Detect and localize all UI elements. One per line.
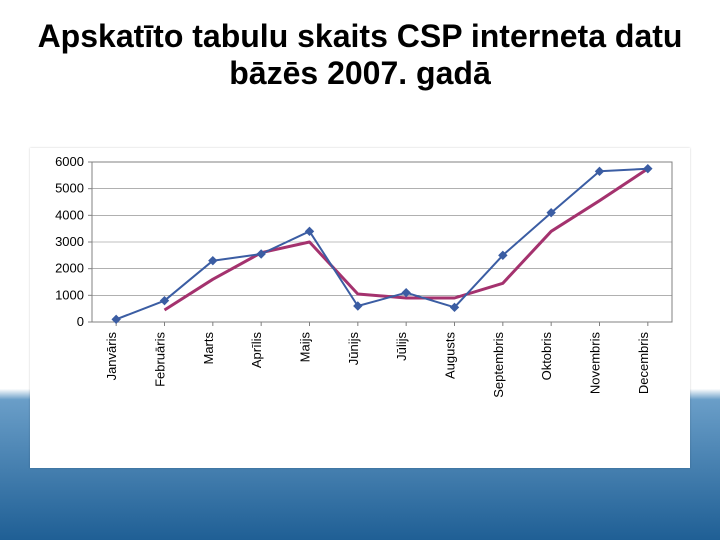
y-tick-label: 3000 (55, 234, 84, 249)
x-tick-label: Oktobris (539, 332, 554, 381)
x-tick-label: Janvāris (104, 332, 119, 381)
x-tick-label: Aprīlis (249, 332, 264, 369)
slide: Apskatīto tabulu skaits CSP interneta da… (0, 0, 720, 540)
x-tick-label: Marts (201, 332, 216, 365)
y-tick-label: 5000 (55, 181, 84, 196)
slide-title: Apskatīto tabulu skaits CSP interneta da… (0, 18, 720, 92)
x-tick-label: Jūlijs (394, 332, 409, 361)
y-tick-label: 6000 (55, 154, 84, 169)
x-tick-label: Septembris (491, 332, 506, 398)
x-tick-label: Februāris (153, 332, 168, 387)
x-tick-label: Maijs (298, 332, 313, 363)
y-tick-label: 2000 (55, 261, 84, 276)
y-tick-label: 4000 (55, 207, 84, 222)
x-tick-label: Jūnijs (346, 332, 361, 366)
x-tick-label: Novembris (588, 332, 603, 395)
line-chart: 0 1000 2000 3000 4000 5000 6000 Janvāris Februār… (30, 148, 690, 468)
y-tick-label: 1000 (55, 287, 84, 302)
y-tick-label: 0 (77, 314, 84, 329)
chart-panel: 0 1000 2000 3000 4000 5000 6000 Janvāris Februār… (30, 148, 690, 468)
x-tick-label: Augusts (443, 332, 458, 379)
x-tick-label: Decembris (636, 332, 651, 395)
